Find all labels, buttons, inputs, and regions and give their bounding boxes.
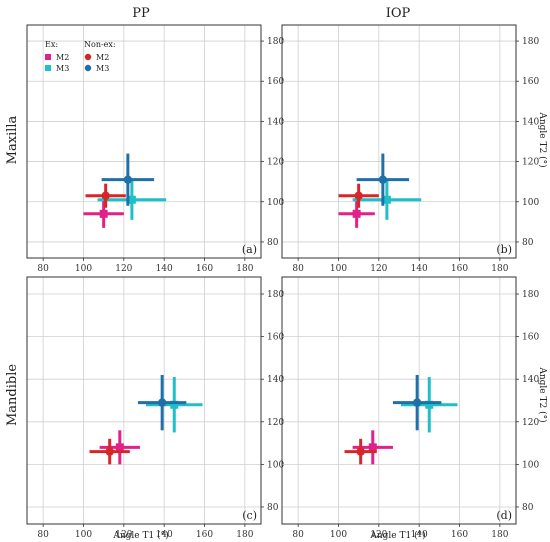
x-tick-label: 80 [37,264,49,274]
panel-1: 80 100 120 140 160 180 80 100 120 140 160 180 (a) [26,24,284,274]
y-tick-label: 100 [522,198,539,208]
point-ex-m3 [382,195,391,204]
x-axis-label-right: Angle T1 (°) [369,530,425,541]
point-non-ex-m3 [123,175,133,184]
panel-frame [281,24,517,259]
y-tick-label: 140 [267,375,284,385]
point-ex-m2 [99,209,108,218]
row-label-maxilla: Maxilla [5,115,20,164]
panel-tag: (c) [242,509,257,522]
point-non-ex-m3 [378,175,388,184]
x-tick-label: 180 [236,530,253,540]
y-tick-label: 120 [267,418,284,428]
point-non-ex-m2 [101,191,110,200]
panels: 80 100 120 140 160 180 80 100 120 140 160 180 (a) 80 1… [26,24,539,540]
column-title-pp: PP [132,6,150,21]
y-tick-label: 120 [522,158,539,168]
x-tick-label: 180 [236,264,253,274]
x-tick-label: 120 [370,264,387,274]
panel-2: 80 100 120 140 160 180 80 100 120 140 160 180 (b) [281,24,539,274]
point-non-ex-m2 [354,191,363,200]
legend-ex-m2-marker [45,54,51,60]
legend-nonex-m2-label: M2 [96,53,109,62]
y-tick-label: 80 [267,503,279,513]
x-tick-label: 180 [491,530,508,540]
legend-nonex-m3-marker [84,64,92,72]
legend-nonex-m2-marker [84,53,92,61]
x-tick-label: 100 [330,530,347,540]
y-tick-label: 80 [522,503,534,513]
x-tick-label: 140 [156,264,173,274]
y-axis-label-bottom: Angle T2 (°) [537,366,548,422]
panel-tag: (d) [496,509,512,522]
y-tick-label: 180 [267,37,284,47]
row-label-mandible: Mandible [5,364,20,426]
point-ex-m2 [115,443,124,452]
x-tick-label: 100 [75,530,92,540]
y-tick-label: 120 [522,418,539,428]
point-ex-m3 [425,400,434,409]
point-non-ex-m3 [412,398,422,407]
point-ex-m3 [170,400,179,409]
y-tick-label: 180 [267,290,284,300]
y-tick-label: 180 [522,290,539,300]
y-tick-label: 140 [522,117,539,127]
point-ex-m2 [352,209,361,218]
legend-ex-m2-label: M2 [56,53,69,62]
y-tick-label: 160 [522,77,539,87]
x-tick-label: 180 [491,264,508,274]
x-tick-label: 80 [292,264,304,274]
y-tick-label: 120 [267,158,284,168]
x-tick-label: 160 [196,264,213,274]
x-tick-label: 100 [330,264,347,274]
y-tick-label: 80 [267,238,279,248]
x-tick-label: 160 [451,530,468,540]
legend-nonex-m3-label: M3 [96,64,109,73]
x-tick-label: 140 [411,530,428,540]
point-ex-m3 [127,195,136,204]
y-tick-label: 160 [522,333,539,343]
legend-nonex-title: Non-ex: [84,40,116,49]
point-non-ex-m2 [356,447,365,456]
y-tick-label: 180 [522,37,539,47]
y-tick-label: 160 [267,333,284,343]
y-tick-label: 100 [267,198,284,208]
column-title-iop: IOP [386,6,411,21]
y-axis-label-top: Angle T2 (°) [537,111,548,167]
panel-frame [281,276,517,525]
x-tick-label: 80 [37,530,49,540]
point-non-ex-m3 [157,398,167,407]
legend: Ex: Non-ex: M2 M3 M2 M3 [45,40,116,73]
y-tick-label: 100 [267,460,284,470]
panel-3: 80 100 120 140 160 180 80 100 120 140 160 180 (c) [26,276,284,540]
panel-4: 80 100 120 140 160 180 80 100 120 140 160 180 (d) [281,276,539,540]
point-ex-m2 [368,443,377,452]
legend-ex-m3-label: M3 [56,64,69,73]
panel-tag: (a) [242,243,257,256]
point-non-ex-m2 [105,447,114,456]
panel-frame [26,276,262,525]
x-tick-label: 160 [451,264,468,274]
legend-ex-m3-marker [45,65,51,71]
x-tick-label: 120 [370,530,387,540]
legend-ex-title: Ex: [45,40,58,49]
y-tick-label: 100 [522,460,539,470]
x-tick-label: 140 [156,530,173,540]
x-tick-label: 120 [115,264,132,274]
x-tick-label: 80 [292,530,304,540]
y-tick-label: 140 [267,117,284,127]
x-tick-label: 160 [196,530,213,540]
x-tick-label: 140 [411,264,428,274]
y-tick-label: 140 [522,375,539,385]
panel-frame [26,24,262,259]
x-tick-label: 120 [115,530,132,540]
y-tick-label: 80 [522,238,534,248]
x-axis-label-left: Angle T1 (°) [112,530,168,541]
panel-tag: (b) [496,243,512,256]
y-tick-label: 160 [267,77,284,87]
x-tick-label: 100 [75,264,92,274]
